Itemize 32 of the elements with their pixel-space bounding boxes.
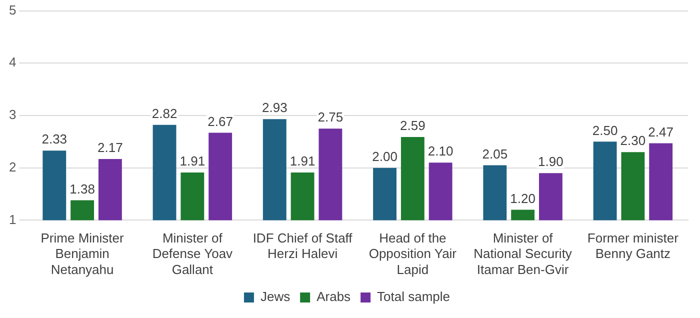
data-label: 1.91 [180,154,206,169]
y-tick-label: 3 [8,107,16,122]
data-label: 1.91 [290,154,316,169]
data-label: 1.90 [538,154,564,170]
data-label: 2.50 [592,122,618,138]
legend-label: Jews [260,289,291,304]
data-label: 2.30 [620,133,646,148]
data-label: 1.38 [70,181,95,196]
y-tick-label: 1 [8,212,16,227]
data-label: 2.05 [482,146,508,162]
data-label: 1.20 [510,190,536,206]
x-tick-label: Former minister Benny Gantz [587,230,680,262]
x-tick-label: Prime Minister Benjamin Netanyahu [40,230,124,277]
x-tick-label: IDF Chief of Staff Herzi Halevi [252,230,353,262]
data-label: 2.47 [648,124,674,140]
data-label: 2.00 [372,148,398,164]
data-label: 2.82 [152,106,178,121]
y-tick-label: 4 [8,54,16,70]
legend-label: Total sample [377,289,450,304]
x-tick-label: Minister of Defense Yoav Gallant [152,230,234,277]
y-tick-label: 2 [8,159,16,174]
x-tick-label: Minister of National Security Itamar Ben-Gvir [474,230,572,277]
data-label: 2.10 [428,144,454,159]
x-tick-label: Head of the Opposition Yair Lapid [368,230,458,277]
y-tick-label: 5 [8,2,16,18]
data-label: 2.33 [42,132,68,147]
legend-label: Arabs [316,289,352,304]
data-label: 2.17 [98,140,123,156]
data-label: 2.67 [208,114,233,129]
data-label: 2.59 [400,118,426,134]
data-label: 2.93 [262,100,288,116]
data-label: 2.75 [318,110,344,125]
